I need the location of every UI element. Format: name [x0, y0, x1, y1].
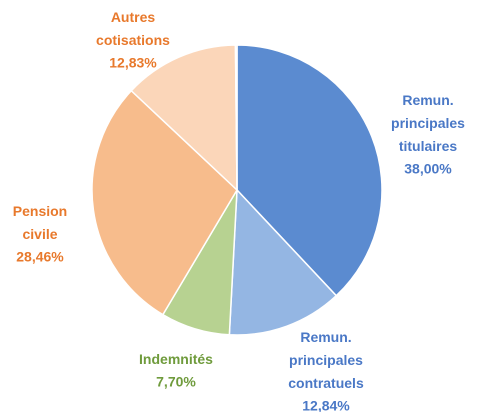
category-label-line: civile: [22, 226, 57, 242]
slice-label: Autres cotisations 12,83%: [96, 9, 170, 71]
slice-label: Remun. principales contratuels 12,84%: [288, 329, 364, 412]
category-label-line: Autres: [111, 9, 156, 25]
slice-label: Pension civile 28,46%: [13, 203, 67, 265]
category-label-line: Remun.: [402, 92, 453, 108]
slice-label: Remun. principales titulaires 38,00%: [391, 92, 465, 177]
pie-slice: [236, 44, 383, 297]
slice-label: Indemnités 7,70%: [139, 351, 213, 390]
category-label-line: Pension: [13, 203, 67, 219]
category-label-line: titulaires: [399, 138, 458, 154]
pie-slice: [91, 89, 238, 316]
category-label-line: principales: [289, 352, 363, 368]
category-label: Pension civile: [13, 203, 67, 242]
value-label: 38,00%: [404, 161, 452, 177]
pie-slice: [228, 188, 338, 336]
category-label-line: principales: [391, 115, 465, 131]
category-label: Remun. principales titulaires: [391, 92, 465, 154]
pie-slice: [234, 44, 238, 191]
value-label: 28,46%: [16, 249, 64, 265]
category-label: Remun. principales contratuels: [288, 329, 364, 391]
category-label: Autres cotisations: [96, 9, 170, 48]
value-label: 12,83%: [109, 55, 157, 71]
pie-slice: [130, 44, 238, 192]
category-label-line: Remun.: [300, 329, 351, 345]
value-label: 12,84%: [302, 398, 350, 412]
category-label-line: cotisations: [96, 32, 170, 48]
category-label-line: Indemnités: [139, 351, 213, 367]
category-label-line: contratuels: [288, 375, 364, 391]
category-label: Indemnités: [139, 351, 213, 367]
value-label: 7,70%: [156, 374, 196, 390]
